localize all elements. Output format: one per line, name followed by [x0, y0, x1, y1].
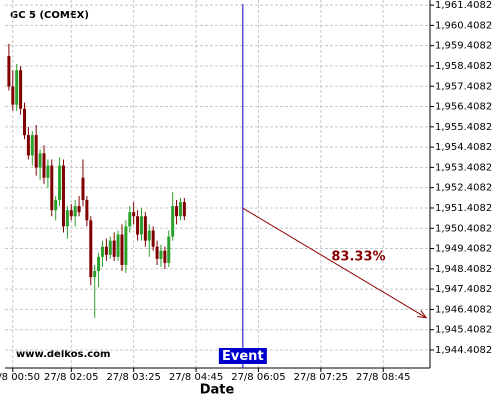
y-tick-label: 1,951.4082	[435, 203, 492, 214]
candle-body	[139, 216, 143, 235]
x-tick-label: 27/8 02:05	[44, 372, 98, 383]
y-tick-label: 1,955.4082	[435, 122, 492, 133]
candle-body	[30, 135, 34, 156]
candle-body	[46, 165, 50, 178]
y-tick-label: 1,953.4082	[435, 162, 492, 173]
candle-body	[104, 246, 108, 255]
candle-body	[7, 55, 11, 87]
candle-body	[124, 226, 128, 265]
candle-body	[34, 135, 38, 168]
x-tick-label: 27/8 03:25	[106, 372, 160, 383]
event-label-box	[218, 348, 267, 364]
candle-body	[85, 200, 89, 221]
projection-label: 83.33%	[331, 249, 385, 264]
y-tick-label: 1,950.4082	[435, 223, 492, 234]
candle-body	[100, 246, 104, 257]
candle-body	[120, 234, 124, 265]
x-tick-label: 27/8 08:45	[356, 372, 410, 383]
candle-body	[81, 177, 85, 201]
event-label: Event	[222, 349, 264, 364]
candle-body	[61, 165, 65, 227]
candle-body	[89, 220, 93, 278]
candle-body	[143, 216, 147, 241]
candle-body	[69, 210, 73, 217]
watermark: www.delkos.com	[16, 349, 110, 360]
y-tick-label: 1,947.4082	[435, 284, 492, 295]
candle-body	[132, 212, 136, 217]
x-tick-label: 27/8 00:50	[0, 372, 40, 383]
x-tick-label: 27/8 06:05	[231, 372, 285, 383]
candle-body	[159, 250, 163, 259]
candle-body	[15, 70, 19, 105]
candle-body	[65, 210, 69, 227]
candle-body	[116, 234, 120, 257]
y-tick-label: 1,958.4082	[435, 61, 492, 72]
y-tick-label: 1,956.4082	[435, 102, 492, 113]
candle-body	[11, 86, 15, 105]
candle-body	[97, 256, 101, 272]
candle-body	[108, 240, 112, 255]
candle-body	[42, 153, 46, 178]
candle-body	[171, 206, 175, 237]
candle-body	[22, 108, 26, 136]
candle-body	[175, 206, 179, 217]
chart-title: GC 5 (COMEX)	[10, 10, 89, 21]
y-tick-label: 1,960.4082	[435, 20, 492, 31]
x-axis-label: Date	[200, 383, 235, 398]
arrow-head	[417, 310, 428, 319]
y-tick-label: 1,954.4082	[435, 142, 492, 153]
candle-body	[19, 70, 23, 109]
candle-body	[128, 212, 132, 227]
candle-body	[182, 202, 186, 217]
candle-body	[73, 206, 77, 217]
y-tick-label: 1,957.4082	[435, 81, 492, 92]
y-tick-label: 1,952.4082	[435, 183, 492, 194]
candle-body	[163, 250, 167, 263]
y-tick-label: 1,945.4082	[435, 325, 492, 336]
candle-body	[50, 165, 54, 211]
candle-body	[151, 230, 155, 247]
projection-arrow	[242, 207, 427, 319]
y-tick-label: 1,948.4082	[435, 264, 492, 275]
candle-body	[38, 153, 42, 168]
candle-body	[167, 236, 171, 263]
y-tick-label: 1,946.4082	[435, 304, 492, 315]
x-tick-label: 27/8 07:25	[294, 372, 348, 383]
candle-body	[147, 230, 151, 241]
candle-body	[112, 240, 116, 257]
x-tick-label: 27/8 04:45	[169, 372, 223, 383]
candle-body	[77, 206, 81, 213]
candle-body	[58, 165, 62, 201]
y-tick-label: 1,949.4082	[435, 244, 492, 255]
candle-body	[26, 135, 30, 156]
candle-body	[155, 246, 159, 259]
candle-body	[178, 202, 182, 217]
y-tick-label: 1,944.4082	[435, 345, 492, 356]
candle-body	[54, 200, 58, 211]
candle-body	[93, 271, 97, 278]
candle-body	[136, 216, 140, 235]
y-tick-label: 1,959.4082	[435, 41, 492, 52]
y-tick-label: 1,961.4082	[435, 0, 492, 11]
